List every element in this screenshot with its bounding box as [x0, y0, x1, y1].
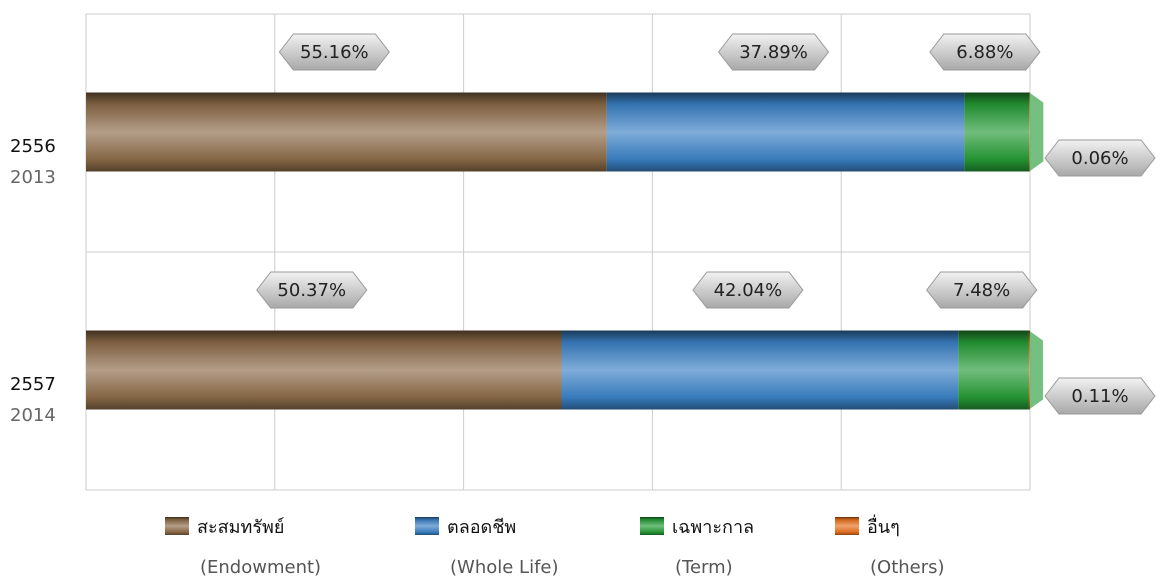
legend-swatch [165, 517, 189, 535]
legend-label-en: (Whole Life) [450, 557, 559, 578]
category-label: 2556 [10, 136, 56, 157]
legend-swatch [640, 517, 664, 535]
value-label-box [926, 271, 1038, 309]
bar-segment [561, 330, 959, 410]
legend-label: เฉพาะกาล [672, 517, 754, 538]
category-label: 2557 [10, 374, 56, 395]
category-label-en: 2014 [10, 405, 56, 426]
bar-segment [964, 92, 1030, 172]
legend-swatch [415, 517, 439, 535]
category-label-en: 2013 [10, 167, 56, 188]
segment-cap [1028, 330, 1043, 410]
value-label: 50.37% [277, 280, 346, 301]
value-label: 0.06% [1071, 148, 1128, 169]
bar-segment [86, 330, 562, 410]
legend-label: สะสมทรัพย์ [197, 517, 284, 538]
legend-label-en: (Others) [870, 557, 945, 578]
value-label-box [1044, 377, 1156, 415]
legend-label: อื่นๆ [867, 514, 900, 538]
value-label-box [256, 271, 368, 309]
legend-swatch [835, 517, 859, 535]
value-label-box [717, 33, 830, 71]
value-label: 6.88% [956, 42, 1013, 63]
bar-segment [1029, 92, 1030, 172]
value-label: 7.48% [953, 280, 1010, 301]
value-label: 42.04% [714, 280, 783, 301]
value-label-box [692, 271, 804, 309]
bar-segment [1028, 330, 1030, 410]
bar-segment [958, 330, 1029, 410]
value-label: 37.89% [739, 42, 808, 63]
segment-cap [1029, 92, 1044, 172]
value-label-box [1044, 139, 1156, 177]
value-label: 55.16% [300, 42, 369, 63]
value-label-box [278, 33, 390, 71]
value-label-box [929, 33, 1041, 71]
legend-label-en: (Endowment) [200, 557, 321, 578]
bar-segment [606, 92, 965, 172]
value-label: 0.11% [1071, 386, 1128, 407]
legend-label: ตลอดชีพ [447, 517, 516, 538]
bar-segment [86, 92, 607, 172]
legend-label-en: (Term) [675, 557, 733, 578]
